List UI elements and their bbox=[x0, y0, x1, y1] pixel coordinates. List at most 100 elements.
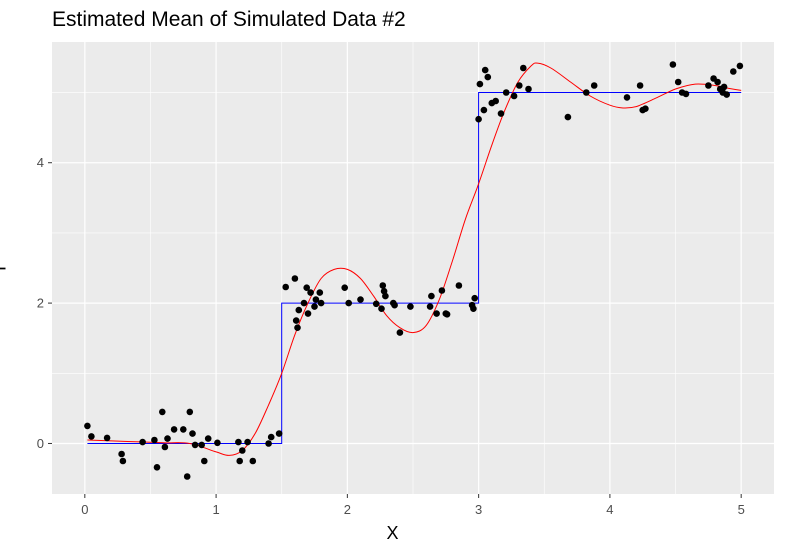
data-point bbox=[236, 457, 243, 465]
data-point bbox=[345, 299, 353, 307]
data-point bbox=[295, 306, 303, 314]
data-point bbox=[379, 282, 387, 289]
data-point bbox=[311, 303, 318, 310]
data-point bbox=[682, 90, 690, 98]
data-point bbox=[382, 292, 389, 300]
data-point bbox=[705, 82, 712, 89]
data-point bbox=[312, 296, 320, 303]
data-point bbox=[239, 447, 246, 454]
data-point bbox=[396, 329, 404, 336]
data-point bbox=[214, 439, 221, 447]
data-point bbox=[471, 294, 479, 302]
data-point bbox=[481, 66, 489, 74]
data-point bbox=[730, 68, 737, 75]
data-point bbox=[189, 430, 196, 437]
data-point bbox=[341, 284, 349, 292]
data-point bbox=[583, 89, 590, 96]
x-tick-label: 1 bbox=[212, 502, 219, 517]
data-point bbox=[153, 464, 161, 471]
chart-title: Estimated Mean of Simulated Data #2 bbox=[52, 8, 406, 31]
data-point bbox=[510, 92, 518, 100]
x-tick-label: 3 bbox=[475, 502, 482, 517]
data-point bbox=[183, 473, 191, 480]
data-point bbox=[291, 275, 299, 282]
data-point bbox=[714, 78, 721, 86]
estimated-mean-curve bbox=[87, 62, 742, 456]
data-point bbox=[316, 289, 324, 296]
data-point bbox=[372, 300, 380, 308]
data-point bbox=[623, 94, 631, 101]
data-point bbox=[292, 317, 300, 324]
data-point bbox=[88, 433, 95, 440]
data-point bbox=[198, 441, 205, 449]
data-point bbox=[103, 434, 111, 442]
data-point bbox=[304, 310, 312, 317]
x-tick-label: 0 bbox=[81, 502, 88, 517]
data-point bbox=[119, 457, 127, 465]
data-point bbox=[244, 438, 251, 446]
data-point bbox=[267, 433, 275, 441]
data-point bbox=[201, 457, 208, 465]
data-point bbox=[282, 283, 290, 291]
data-point bbox=[428, 292, 435, 300]
y-tick-label: 0 bbox=[37, 436, 44, 451]
y-tick-label: 4 bbox=[37, 155, 44, 170]
y-axis: 0 2 4 bbox=[37, 155, 52, 451]
data-point bbox=[502, 89, 510, 96]
data-point bbox=[443, 311, 451, 318]
data-point bbox=[300, 299, 308, 307]
data-point bbox=[357, 296, 364, 303]
data-point bbox=[669, 61, 677, 68]
data-point bbox=[391, 301, 398, 309]
data-point bbox=[191, 441, 199, 449]
data-point bbox=[636, 82, 644, 89]
data-point bbox=[590, 82, 598, 89]
data-point bbox=[84, 422, 91, 430]
data-point bbox=[484, 73, 492, 81]
data-point bbox=[204, 435, 212, 442]
x-axis-label: X bbox=[386, 523, 399, 543]
data-point bbox=[186, 408, 194, 416]
data-point bbox=[470, 305, 477, 313]
data-point bbox=[161, 443, 169, 451]
series-layer bbox=[84, 61, 744, 480]
data-point bbox=[736, 62, 744, 70]
data-point bbox=[720, 83, 728, 91]
data-point bbox=[407, 303, 414, 310]
data-point bbox=[307, 289, 314, 296]
data-point bbox=[249, 457, 257, 465]
data-point bbox=[180, 426, 187, 433]
data-point bbox=[433, 310, 440, 317]
data-point bbox=[235, 438, 242, 446]
data-point bbox=[151, 436, 158, 444]
y-tick-label: 2 bbox=[37, 296, 44, 311]
x-tick-label: 5 bbox=[738, 502, 745, 517]
data-point bbox=[492, 97, 500, 105]
data-point bbox=[475, 115, 482, 123]
data-point bbox=[525, 85, 532, 93]
data-point bbox=[317, 299, 325, 307]
data-point bbox=[426, 303, 434, 310]
data-point bbox=[275, 430, 283, 437]
data-point bbox=[642, 105, 649, 112]
data-point bbox=[164, 435, 171, 442]
data-point bbox=[520, 64, 527, 72]
data-point bbox=[159, 408, 166, 416]
x-axis: 0 1 2 3 4 5 bbox=[81, 494, 745, 517]
data-point bbox=[480, 106, 488, 114]
data-point bbox=[476, 80, 484, 88]
x-tick-label: 2 bbox=[344, 502, 351, 517]
data-point bbox=[294, 324, 301, 332]
data-point bbox=[674, 78, 682, 86]
data-point bbox=[265, 440, 272, 447]
data-point bbox=[438, 287, 446, 294]
data-point bbox=[170, 426, 178, 433]
data-point bbox=[118, 450, 125, 458]
data-point bbox=[139, 438, 146, 446]
data-point bbox=[723, 91, 730, 98]
data-point bbox=[497, 110, 505, 117]
x-tick-label: 4 bbox=[606, 502, 613, 517]
y-axis-label: Y bbox=[0, 262, 11, 274]
data-point bbox=[516, 82, 523, 89]
